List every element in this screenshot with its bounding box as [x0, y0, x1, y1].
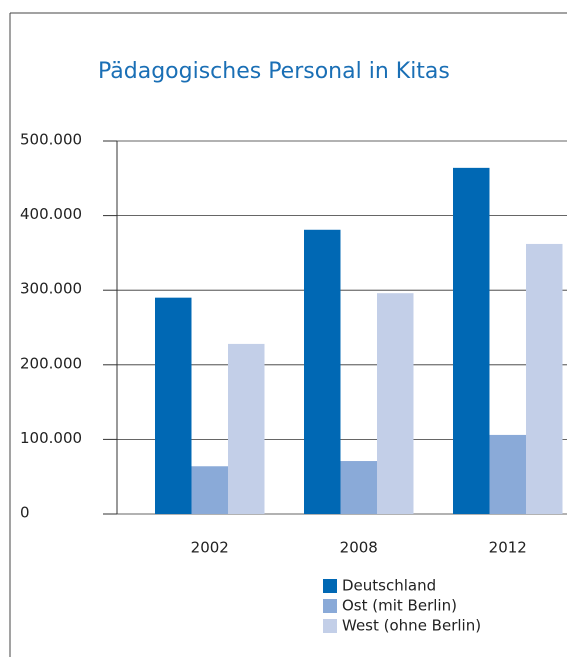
legend-label: Ost (mit Berlin) — [342, 597, 457, 615]
legend-swatch — [323, 579, 337, 593]
bar — [489, 434, 526, 514]
bar — [155, 297, 192, 514]
bar — [191, 466, 228, 514]
bar — [340, 461, 377, 514]
legend-swatch — [323, 619, 337, 633]
y-tick-label: 300.000 — [20, 280, 82, 298]
legend-swatch — [323, 599, 337, 613]
x-tick-label: 2002 — [191, 539, 229, 557]
bar — [453, 167, 490, 514]
bar — [526, 243, 563, 514]
y-tick-label: 100.000 — [20, 429, 82, 447]
chart-title: Pädagogisches Personal in Kitas — [98, 59, 450, 84]
y-tick-label: 0 — [20, 504, 30, 522]
legend-label: West (ohne Berlin) — [342, 617, 481, 635]
x-tick-label: 2008 — [340, 539, 378, 557]
y-tick-label: 200.000 — [20, 354, 82, 372]
y-tick-label: 500.000 — [20, 131, 82, 149]
bar — [228, 343, 265, 514]
bar — [304, 229, 341, 515]
y-tick-label: 400.000 — [20, 205, 82, 223]
bar — [377, 293, 414, 514]
legend-label: Deutschland — [342, 577, 436, 595]
x-tick-label: 2012 — [489, 539, 527, 557]
